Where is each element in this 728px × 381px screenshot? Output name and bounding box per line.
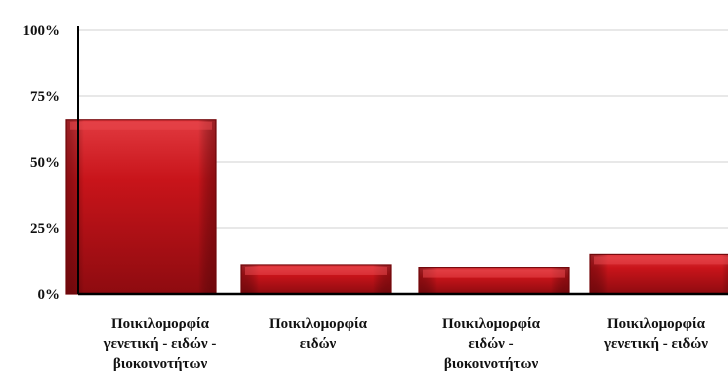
category-label-line: Ποικιλομορφία <box>607 316 706 332</box>
bar-shade <box>66 119 216 294</box>
category-label-line: ειδών - <box>468 336 513 352</box>
y-tick-labels: 0% 25% 50% 75% 100% <box>23 23 61 303</box>
category-label-2: Ποικιλομορφία ειδών <box>269 316 368 352</box>
bar-3 <box>418 267 570 295</box>
category-label-line: βιοκοινοτήτων <box>444 356 539 372</box>
bar-4 <box>589 253 728 295</box>
y-tick-label: 100% <box>23 23 61 39</box>
bars <box>65 119 728 295</box>
category-label-4: Ποικιλομορφία γενετική - ειδών <box>603 316 708 352</box>
y-tick-label: 0% <box>38 287 61 303</box>
category-label-line: Ποικιλομορφία <box>111 316 210 332</box>
y-tick-label: 50% <box>30 155 60 171</box>
y-tick-label: 75% <box>30 89 60 105</box>
bar-highlight <box>245 266 387 275</box>
y-tick-label: 25% <box>30 221 60 237</box>
bar-highlight <box>423 269 565 278</box>
category-label-line: βιοκοινοτήτων <box>113 356 208 372</box>
category-label-line: Ποικιλομορφία <box>269 316 368 332</box>
category-labels: Ποικιλομορφία γενετική - ειδών - βιοκοινοτ… <box>103 316 709 372</box>
category-label-line: γενετική - ειδών - <box>103 336 217 352</box>
category-label-1: Ποικιλομορφία γενετική - ειδών - βιοκοινοτ… <box>103 316 217 372</box>
axes <box>77 26 728 296</box>
bar-2 <box>240 264 392 295</box>
category-label-3: Ποικιλομορφία ειδών - βιοκοινοτήτων <box>442 316 541 372</box>
category-label-line: ειδών <box>300 336 337 352</box>
bar-highlight <box>594 256 728 265</box>
category-label-line: γενετική - ειδών <box>603 336 708 352</box>
bar-1 <box>65 119 217 295</box>
category-label-line: Ποικιλομορφία <box>442 316 541 332</box>
bar-highlight <box>70 121 212 130</box>
